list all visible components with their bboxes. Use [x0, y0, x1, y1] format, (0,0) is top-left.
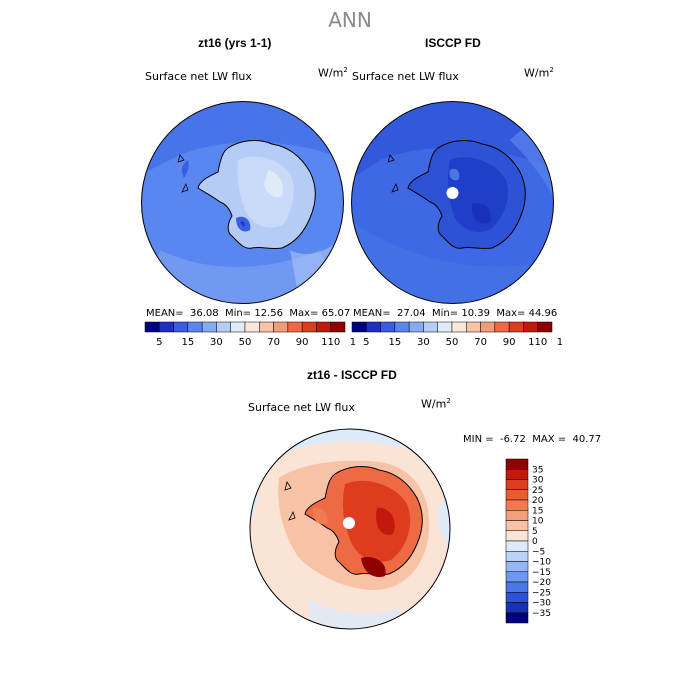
colorbar-tick-label: 15	[181, 337, 194, 348]
colorbar-swatch	[505, 530, 529, 542]
colorbar-swatch	[380, 321, 396, 333]
panel2-map	[351, 101, 554, 304]
colorbar-swatch	[201, 321, 217, 333]
colorbar-swatch	[316, 321, 331, 333]
colorbar-tick-label: −30	[532, 599, 551, 609]
colorbar-swatch	[408, 321, 424, 333]
colorbar-swatch	[173, 321, 189, 333]
colorbar-tick-label: 30	[417, 337, 430, 348]
colorbar-swatch	[505, 592, 529, 603]
colorbar-tick-label: 25	[532, 486, 543, 496]
colorbar-swatch	[330, 321, 346, 333]
panel3-units: W/m2	[421, 397, 451, 411]
colorbar-swatch	[505, 540, 529, 552]
colorbar-swatch	[451, 321, 467, 333]
colorbar-tick-label: 30	[210, 337, 223, 348]
colorbar-tick-label: 35	[532, 465, 543, 475]
colorbar-swatch	[144, 321, 160, 333]
colorbar-swatch	[537, 321, 553, 333]
colorbar-swatch	[216, 321, 231, 333]
colorbar-swatch	[505, 581, 529, 593]
panel2-variable: Surface net LW flux	[352, 70, 459, 83]
colorbar-swatch	[273, 321, 289, 333]
colorbar-swatch	[394, 321, 410, 333]
panel1-map	[141, 101, 344, 304]
colorbar-swatch	[505, 489, 529, 501]
colorbar-swatch	[230, 321, 246, 333]
colorbar-tick-label: 5	[363, 337, 369, 348]
colorbar-tick-label: 70	[267, 337, 280, 348]
colorbar-swatch	[480, 321, 496, 333]
colorbar-swatch	[494, 321, 510, 333]
panel3-map	[249, 428, 451, 630]
panel3-stats: MIN = -6.72 MAX = 40.77	[463, 434, 602, 445]
colorbar-swatch	[437, 321, 453, 333]
colorbar-tick-label: −5	[532, 547, 545, 557]
colorbar-tick-label: 30	[532, 476, 544, 486]
colorbar-swatch	[505, 551, 529, 562]
colorbar-swatch	[505, 612, 529, 624]
panel2-title: ISCCP FD	[425, 36, 481, 50]
colorbar-swatch	[505, 510, 529, 521]
colorbar-swatch	[301, 321, 317, 333]
colorbar-swatch	[508, 321, 524, 333]
colorbar-tick-label: 70	[474, 337, 487, 348]
colorbar-swatch	[351, 321, 367, 333]
panel1-variable: Surface net LW flux	[145, 70, 252, 83]
colorbar-swatch	[244, 321, 260, 333]
colorbar-swatch	[505, 602, 529, 613]
colorbar-swatch	[187, 321, 203, 333]
colorbar-swatch	[505, 499, 529, 511]
colorbar-swatch	[505, 571, 529, 583]
colorbar-tick-label: 90	[296, 337, 309, 348]
colorbar-tick-label: 10	[532, 517, 544, 527]
colorbar-tick-label: 130	[557, 337, 562, 348]
colorbar-swatch	[287, 321, 303, 333]
colorbar-swatch	[423, 321, 438, 333]
colorbar-swatch	[505, 561, 529, 572]
colorbar-swatch	[159, 321, 174, 333]
colorbar-tick-label: 15	[532, 506, 543, 516]
colorbar-tick-label: −10	[532, 558, 551, 568]
colorbar-tick-label: 90	[503, 337, 516, 348]
colorbar-tick-label: 0	[532, 537, 538, 547]
colorbar-swatch	[466, 321, 481, 333]
colorbar-swatch	[523, 321, 538, 333]
colorbar-tick-label: −25	[532, 588, 551, 598]
colorbar-tick-label: −35	[532, 609, 551, 619]
panel1-title: zt16 (yrs 1-1)	[198, 36, 272, 50]
panel3-variable: Surface net LW flux	[248, 401, 355, 414]
panel2-polehole	[446, 187, 459, 199]
colorbar-tick-label: 50	[239, 337, 252, 348]
season-title: ANN	[328, 8, 372, 32]
panel3-title: zt16 - ISCCP FD	[307, 368, 397, 382]
panel1-colorbar: 5 15 30 50 70 90 110 130	[144, 321, 355, 348]
colorbar-tick-label: 5	[156, 337, 162, 348]
panel1-stats: MEAN= 36.08 Min= 12.56 Max= 65.07	[146, 308, 351, 319]
colorbar-tick-label: −15	[532, 568, 551, 578]
panel2-units: W/m2	[524, 66, 554, 80]
colorbar-swatch	[505, 469, 529, 480]
colorbar-swatch	[366, 321, 381, 333]
colorbar-tick-label: 110	[321, 337, 340, 348]
colorbar-tick-label: −20	[532, 578, 551, 588]
colorbar-swatch	[505, 458, 529, 470]
colorbar-swatch	[505, 520, 529, 531]
panel1-units: W/m2	[318, 66, 348, 80]
colorbar-tick-label: 15	[388, 337, 401, 348]
colorbar-swatch	[259, 321, 274, 333]
panel3-polehole	[343, 517, 355, 529]
colorbar-tick-label: 5	[532, 527, 538, 537]
colorbar-swatch	[505, 479, 529, 490]
panel2-colorbar: 5 15 30 50 70 90 110 130	[351, 321, 562, 348]
colorbar-tick-label: 20	[532, 496, 544, 506]
colorbar-tick-label: 130	[350, 337, 355, 348]
colorbar-tick-label: 110	[528, 337, 547, 348]
colorbar-tick-label: 50	[446, 337, 459, 348]
panel2-stats: MEAN= 27.04 Min= 10.39 Max= 44.96	[353, 308, 558, 319]
